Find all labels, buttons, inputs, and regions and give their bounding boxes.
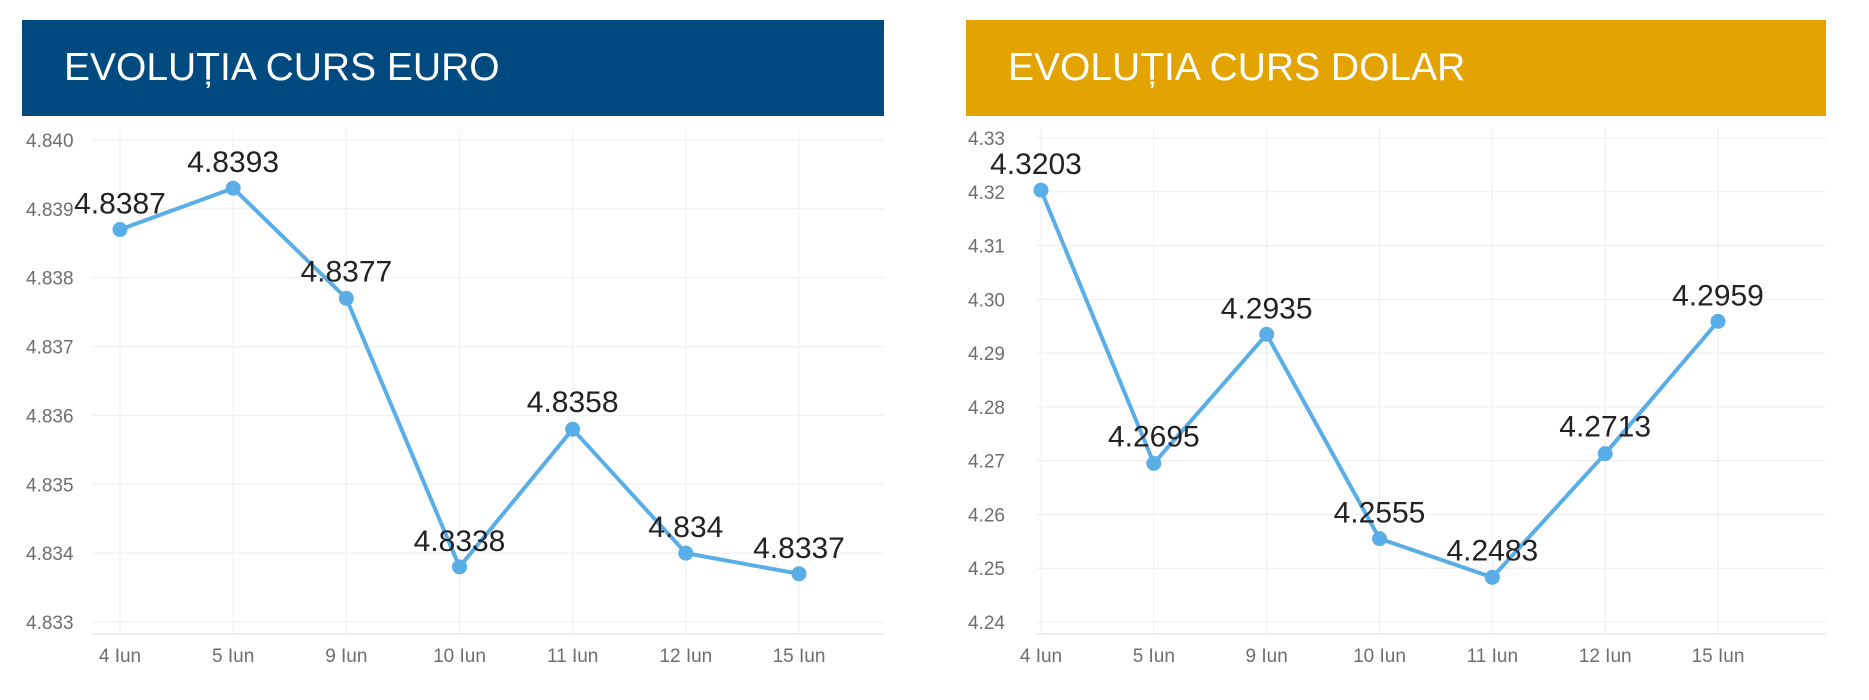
euro-chart-header: EVOLUȚIA CURS EURO	[22, 20, 884, 116]
euro-y-tick-label: 4.839	[26, 200, 74, 221]
dolar-y-tick-label: 4.31	[968, 237, 1005, 258]
euro-chart-panel: EVOLUȚIA CURS EURO 4.833 4.834 4.835 4.836 4…	[22, 20, 884, 700]
dolar-chart-header: EVOLUȚIA CURS DOLAR	[966, 20, 1826, 116]
dolar-x-tick-label: 9 Iun	[1246, 646, 1288, 667]
euro-data-label: 4.8387	[74, 188, 166, 221]
euro-y-tick-label: 4.840	[26, 131, 74, 152]
euro-x-tick-label: 5 Iun	[212, 646, 254, 667]
dolar-data-label: 4.2935	[1221, 292, 1313, 325]
euro-data-point[interactable]	[338, 290, 354, 306]
euro-data-point[interactable]	[112, 222, 128, 238]
euro-y-tick-label: 4.836	[26, 406, 74, 427]
dolar-y-tick-label: 4.29	[968, 344, 1005, 365]
euro-line-chart: 4.833 4.834 4.835 4.836 4.837 4.838 4.839 4.840…	[22, 116, 884, 667]
dolar-plot-area	[966, 116, 1826, 634]
euro-data-label: 4.8338	[414, 525, 506, 558]
euro-y-tick-label: 4.833	[26, 613, 74, 634]
dolar-x-tick-label: 10 Iun	[1353, 646, 1406, 667]
dolar-data-point[interactable]	[1033, 182, 1049, 198]
dolar-data-point[interactable]	[1259, 326, 1275, 342]
euro-x-tick-label: 4 Iun	[99, 646, 141, 667]
euro-chart-title: EVOLUȚIA CURS EURO	[64, 46, 500, 89]
dolar-x-tick-label: 12 Iun	[1579, 646, 1632, 667]
euro-data-point[interactable]	[678, 545, 694, 561]
euro-data-label: 4.8377	[300, 255, 392, 288]
euro-data-point[interactable]	[791, 566, 807, 582]
euro-x-tick-label: 9 Iun	[325, 646, 367, 667]
euro-x-tick-label: 10 Iun	[433, 646, 486, 667]
dolar-line-chart: 4.24 4.25 4.26 4.27 4.28 4.29 4.30 4.31 4.32 4.33…	[966, 116, 1826, 667]
dolar-y-tick-label: 4.32	[968, 183, 1005, 204]
dolar-chart-title: EVOLUȚIA CURS DOLAR	[1008, 46, 1466, 89]
dolar-y-tick-label: 4.28	[968, 398, 1005, 419]
dolar-x-tick-label: 4 Iun	[1020, 646, 1062, 667]
dolar-y-tick-label: 4.33	[968, 129, 1005, 150]
dolar-data-label: 4.2695	[1108, 420, 1200, 453]
dolar-x-tick-label: 5 Iun	[1133, 646, 1175, 667]
euro-data-label: 4.834	[648, 511, 723, 544]
euro-x-tick-label: 15 Iun	[773, 646, 826, 667]
dolar-data-label: 4.2555	[1334, 497, 1426, 530]
dolar-x-tick-label: 11 Iun	[1467, 646, 1518, 667]
euro-data-label: 4.8393	[187, 146, 279, 179]
dolar-data-label: 4.2713	[1559, 411, 1651, 444]
dolar-data-point[interactable]	[1372, 531, 1387, 547]
euro-data-point[interactable]	[225, 180, 241, 196]
dolar-data-label: 4.3203	[990, 148, 1082, 181]
dolar-y-tick-label: 4.27	[968, 452, 1005, 473]
dolar-y-tick-label: 4.26	[968, 505, 1005, 526]
dolar-x-tick-label: 15 Iun	[1692, 646, 1745, 667]
dolar-data-label: 4.2959	[1672, 279, 1764, 312]
dolar-data-label: 4.2483	[1446, 534, 1538, 567]
dolar-data-point[interactable]	[1146, 455, 1162, 471]
euro-y-tick-label: 4.838	[26, 269, 74, 290]
dolar-data-point[interactable]	[1484, 569, 1500, 585]
euro-y-tick-label: 4.837	[26, 338, 74, 359]
euro-x-tick-label: 11 Iun	[547, 646, 598, 667]
euro-data-label: 4.8358	[527, 386, 619, 419]
euro-data-point[interactable]	[565, 421, 581, 437]
euro-y-tick-label: 4.835	[26, 475, 74, 496]
dolar-chart-panel: EVOLUȚIA CURS DOLAR 4.24 4.25 4.26 4.27 4.28…	[966, 20, 1826, 700]
dolar-y-tick-label: 4.25	[968, 559, 1005, 580]
dolar-data-point[interactable]	[1710, 313, 1726, 329]
dolar-y-tick-label: 4.24	[968, 613, 1005, 634]
euro-data-label: 4.8337	[753, 532, 845, 565]
euro-y-tick-label: 4.834	[26, 544, 74, 565]
dolar-y-tick-label: 4.30	[968, 290, 1005, 311]
euro-x-tick-label: 12 Iun	[659, 646, 712, 667]
dolar-data-point[interactable]	[1597, 446, 1613, 462]
euro-data-point[interactable]	[452, 559, 467, 575]
